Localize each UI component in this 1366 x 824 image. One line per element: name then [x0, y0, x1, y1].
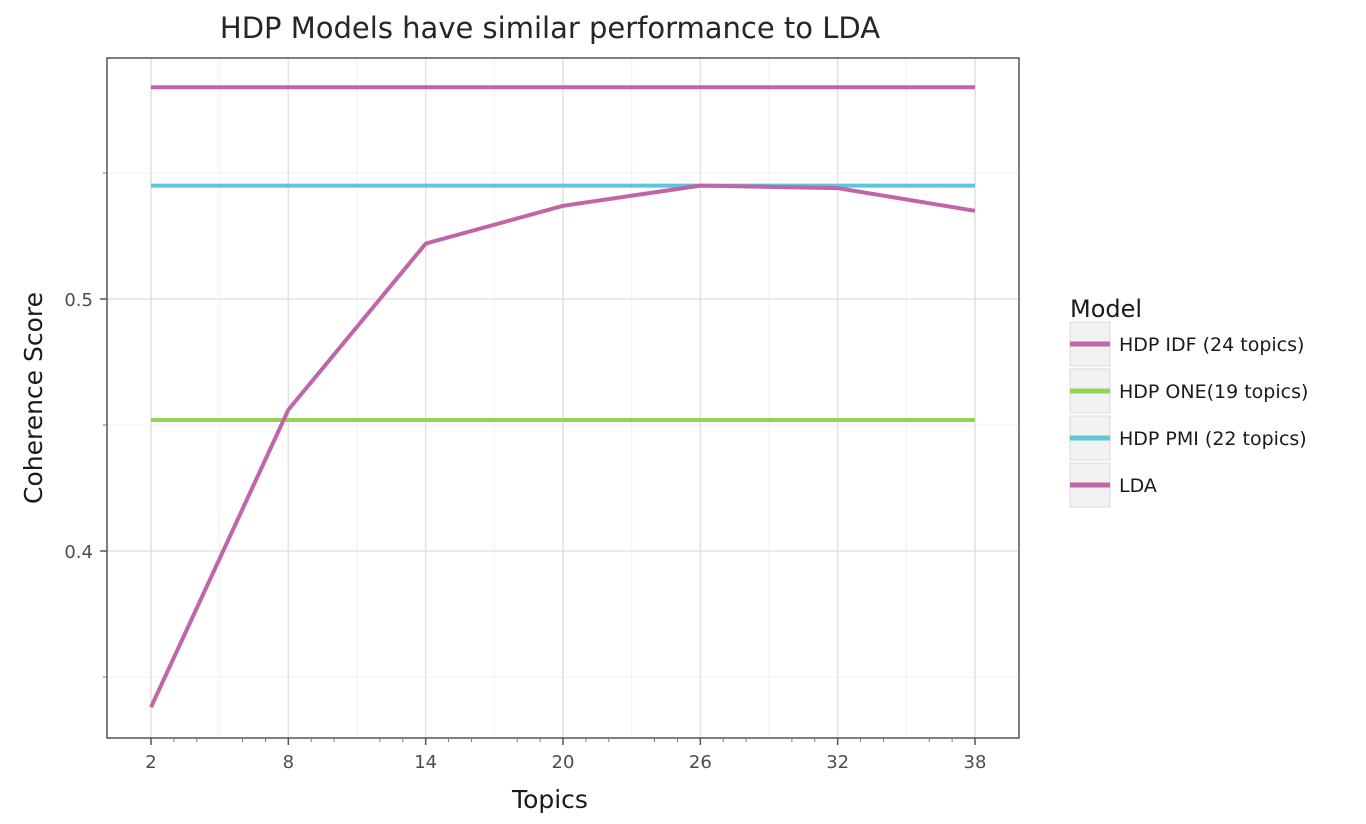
x-tick-label: 26	[689, 752, 712, 773]
legend-label: HDP ONE(19 topics)	[1119, 381, 1308, 403]
legend: Model HDP IDF (24 topics) HDP ONE(19 topi…	[1069, 295, 1308, 508]
x-axis-ticks: 2 8 14 20 26 32 38	[145, 738, 986, 773]
y-axis-ticks: 0.4 0.5	[64, 172, 107, 678]
legend-label: HDP PMI (22 topics)	[1119, 428, 1307, 450]
legend-item-hdp-one-19-topics: HDP ONE(19 topics)	[1069, 368, 1308, 414]
x-axis-title: Topics	[511, 785, 588, 814]
x-tick-label: 38	[964, 752, 987, 773]
chart-title: HDP Models have similar performance to L…	[220, 11, 880, 45]
y-tick-label: 0.4	[64, 542, 93, 563]
series-line-lda	[149, 183, 976, 709]
x-tick-label: 20	[552, 752, 575, 773]
x-tick-label: 8	[283, 752, 294, 773]
x-tick-label: 14	[414, 752, 437, 773]
series-layer	[149, 85, 976, 709]
legend-item-hdp-pmi-22-topics: HDP PMI (22 topics)	[1069, 415, 1307, 461]
legend-title: Model	[1070, 295, 1142, 323]
y-tick-label: 0.5	[64, 290, 93, 311]
legend-item-hdp-idf-24-topics: HDP IDF (24 topics)	[1069, 321, 1304, 367]
x-tick-label: 2	[145, 752, 156, 773]
legend-label: LDA	[1119, 475, 1157, 497]
grid-major	[107, 58, 1019, 738]
legend-label: HDP IDF (24 topics)	[1119, 334, 1304, 356]
legend-item-lda: LDA	[1069, 462, 1157, 508]
y-axis-title: Coherence Score	[19, 292, 48, 504]
x-tick-label: 32	[826, 752, 849, 773]
